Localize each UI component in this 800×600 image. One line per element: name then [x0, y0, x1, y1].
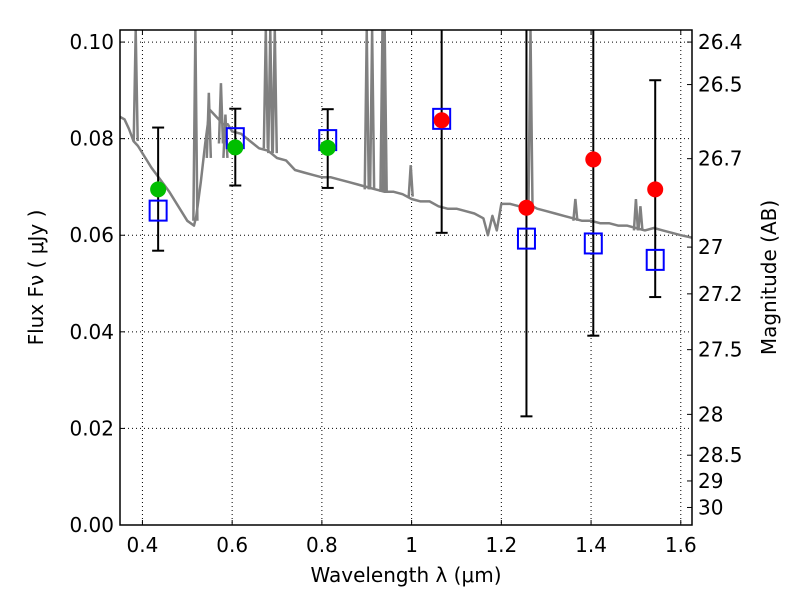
spectrum-emission-line	[267, 30, 274, 154]
y2-tick-label: 28	[698, 402, 723, 426]
y2-tick-label: 27.5	[698, 338, 743, 362]
y2-tick-label: 27.2	[698, 282, 743, 306]
y2-tick-label: 29	[698, 469, 723, 493]
x-tick-label: 1	[405, 533, 418, 557]
observed-green-point	[150, 181, 167, 198]
y-tick-label: 0.02	[69, 416, 114, 440]
spectrum-emission-line	[192, 30, 199, 221]
axes-frame	[119, 29, 693, 526]
spectrum-emission-line	[132, 30, 139, 142]
plot-area	[120, 30, 692, 418]
x-tick-label: 1.4	[575, 533, 607, 557]
x-tick-label: 1.2	[485, 533, 517, 557]
error-bar	[435, 30, 448, 234]
spectrum-emission-line	[632, 198, 640, 231]
spectrum-emission-line	[205, 92, 213, 159]
y2-tick-label: 26.7	[698, 147, 743, 171]
observed-green-point	[227, 139, 244, 156]
spectrum-emission-line	[572, 198, 579, 221]
spectrum-emission-line	[217, 83, 225, 144]
spectrum-emission-line	[407, 165, 414, 197]
ticks: 0.4 0.6 0.8 1 1.2 1.4 1.6 0.00 0.02 0.04 0.06 0.08 0…	[69, 30, 743, 557]
y-tick-label: 0.10	[69, 30, 114, 54]
observed-red-point	[518, 199, 535, 216]
y2-tick-label: 30	[698, 495, 723, 519]
model-bandpass-square	[148, 199, 168, 222]
y-tick-label: 0.06	[69, 223, 114, 247]
y2-tick-label: 28.5	[698, 443, 743, 467]
x-tick-label: 0.8	[306, 533, 338, 557]
y-tick-label: 0.00	[69, 513, 114, 537]
spectrum-emission-line	[381, 30, 388, 192]
model-bandpass-square	[583, 232, 603, 255]
spectrum-emission-line	[368, 30, 376, 190]
x-tick-label: 0.4	[127, 533, 159, 557]
y-tick-label: 0.04	[69, 320, 114, 344]
x-tick-label: 1.6	[665, 533, 697, 557]
observed-green-point	[319, 139, 336, 156]
observed-red-point	[647, 181, 664, 198]
spectrum-emission-line	[363, 30, 370, 190]
y2-axis-label: Magnitude (AB)	[757, 200, 781, 355]
observed-red-point	[585, 151, 602, 168]
observed-red-point	[433, 112, 450, 129]
y-axis-label: Flux Fν ( μJy )	[24, 210, 48, 346]
y-tick-label: 0.08	[69, 127, 114, 151]
model-bandpass-square	[645, 248, 665, 271]
x-axis-label: Wavelength λ (μm)	[310, 563, 501, 587]
error-bar	[520, 30, 533, 418]
model-bandpass-square	[432, 107, 452, 130]
spectrum-emission-line	[271, 30, 279, 154]
spectrum-emission-line	[527, 30, 534, 207]
y2-tick-label: 26.4	[698, 30, 743, 54]
model-bandpass-square	[516, 227, 536, 250]
y2-tick-label: 26.5	[698, 73, 743, 97]
spectrum-emission-line	[262, 30, 270, 149]
x-tick-label: 0.6	[216, 533, 248, 557]
error-bar	[587, 30, 600, 337]
y2-tick-label: 27	[698, 235, 723, 259]
spectrum-emission-line	[637, 206, 644, 231]
